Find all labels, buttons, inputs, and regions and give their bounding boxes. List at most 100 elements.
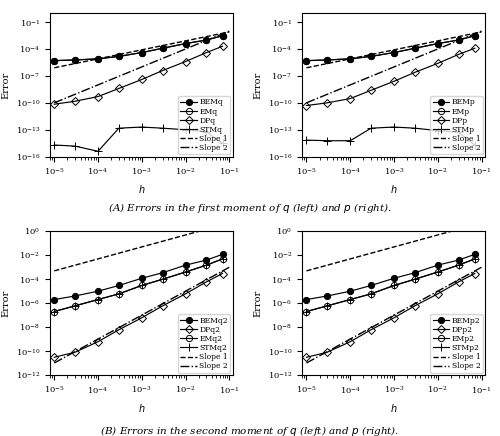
- BEMq: [220, 33, 226, 38]
- EMp2: [368, 291, 374, 296]
- BEMp: [324, 57, 330, 62]
- STMp: [304, 137, 310, 143]
- Line: DPq: DPq: [51, 43, 226, 107]
- BEMq2: [116, 283, 122, 288]
- BEMp2: [324, 293, 330, 299]
- STMq2: [139, 283, 145, 288]
- DPq: [116, 86, 122, 91]
- Text: (A) Errors in the first moment of $q$ (left) and $p$ (right).: (A) Errors in the first moment of $q$ (l…: [108, 201, 392, 215]
- STMp2: [347, 297, 353, 302]
- DPq: [204, 50, 210, 55]
- EMq: [160, 46, 166, 51]
- Line: BEMq: BEMq: [51, 33, 226, 64]
- STMp2: [456, 262, 462, 268]
- STMq2: [220, 256, 226, 262]
- BEMp2: [472, 252, 478, 257]
- DPp: [435, 61, 441, 66]
- STMp2: [368, 291, 374, 296]
- DPp: [324, 100, 330, 106]
- BEMp: [304, 58, 310, 63]
- EMp2: [304, 309, 310, 314]
- EMp: [456, 37, 462, 43]
- BEMq2: [95, 289, 101, 294]
- DPq2: [139, 315, 145, 320]
- STMq2: [182, 269, 188, 275]
- EMp2: [456, 262, 462, 268]
- STMp: [412, 126, 418, 131]
- EMp2: [435, 269, 441, 275]
- EMp: [435, 41, 441, 46]
- EMq: [51, 58, 57, 63]
- STMq2: [95, 297, 101, 302]
- X-axis label: $h$: $h$: [138, 402, 145, 413]
- BEMq: [116, 54, 122, 59]
- Line: EMp: EMp: [304, 33, 478, 64]
- DPq2: [220, 271, 226, 276]
- EMp: [324, 57, 330, 62]
- EMq2: [220, 256, 226, 262]
- DPp2: [368, 327, 374, 332]
- X-axis label: $h$: $h$: [390, 402, 398, 413]
- EMp2: [391, 283, 397, 288]
- EMp: [391, 50, 397, 55]
- EMq2: [51, 309, 57, 314]
- BEMq2: [220, 252, 226, 257]
- Line: BEMp: BEMp: [304, 33, 478, 64]
- DPq: [139, 77, 145, 82]
- Y-axis label: Error: Error: [1, 290, 10, 317]
- DPp2: [324, 350, 330, 355]
- EMp: [347, 56, 353, 61]
- STMp2: [304, 309, 310, 314]
- DPp2: [456, 279, 462, 285]
- BEMq: [160, 46, 166, 51]
- DPq: [51, 102, 57, 107]
- Line: BEMp2: BEMp2: [304, 251, 478, 303]
- DPp: [304, 103, 310, 108]
- Legend: BEMq2, DPq2, EMq2, STMq2, Slope 1, Slope 2: BEMq2, DPq2, EMq2, STMq2, Slope 1, Slope…: [178, 314, 231, 373]
- DPp2: [472, 271, 478, 276]
- DPp2: [347, 339, 353, 344]
- EMp: [368, 54, 374, 59]
- BEMp2: [347, 289, 353, 294]
- EMq2: [72, 303, 78, 308]
- BEMp2: [435, 262, 441, 268]
- EMp: [304, 58, 310, 63]
- STMp2: [435, 269, 441, 275]
- BEMp: [391, 50, 397, 55]
- STMq2: [204, 262, 210, 268]
- EMq: [139, 50, 145, 55]
- BEMq2: [182, 262, 188, 268]
- STMp: [368, 126, 374, 131]
- BEMp2: [412, 270, 418, 275]
- STMp: [435, 128, 441, 133]
- EMq: [95, 56, 101, 61]
- X-axis label: $h$: $h$: [390, 183, 398, 195]
- STMp2: [472, 256, 478, 262]
- BEMq: [72, 57, 78, 62]
- EMq: [116, 54, 122, 59]
- STMp2: [324, 303, 330, 308]
- DPq: [95, 94, 101, 99]
- STMp2: [412, 276, 418, 282]
- Line: STMq2: STMq2: [50, 255, 226, 315]
- BEMp: [368, 54, 374, 59]
- BEMp2: [304, 297, 310, 302]
- Line: DPp: DPp: [304, 45, 478, 109]
- STMp2: [391, 283, 397, 288]
- DPq: [72, 99, 78, 104]
- Line: EMq: EMq: [51, 33, 226, 64]
- DPp: [391, 78, 397, 84]
- Line: DPq2: DPq2: [51, 270, 226, 361]
- DPp2: [412, 303, 418, 308]
- Line: STMp2: STMp2: [302, 255, 478, 315]
- Legend: BEMp2, DPp2, EMp2, STMp2, Slope 1, Slope 2: BEMp2, DPp2, EMp2, STMp2, Slope 1, Slope…: [430, 314, 482, 373]
- Legend: BEMq, EMq, DPq, STMq, Slope 1, Slope 2: BEMq, EMq, DPq, STMq, Slope 1, Slope 2: [178, 96, 231, 154]
- BEMp: [347, 56, 353, 61]
- DPq: [182, 59, 188, 64]
- BEMq: [95, 56, 101, 61]
- BEMq: [182, 41, 188, 46]
- EMq2: [95, 297, 101, 302]
- STMq2: [51, 309, 57, 314]
- STMp: [472, 143, 478, 148]
- EMp: [412, 46, 418, 51]
